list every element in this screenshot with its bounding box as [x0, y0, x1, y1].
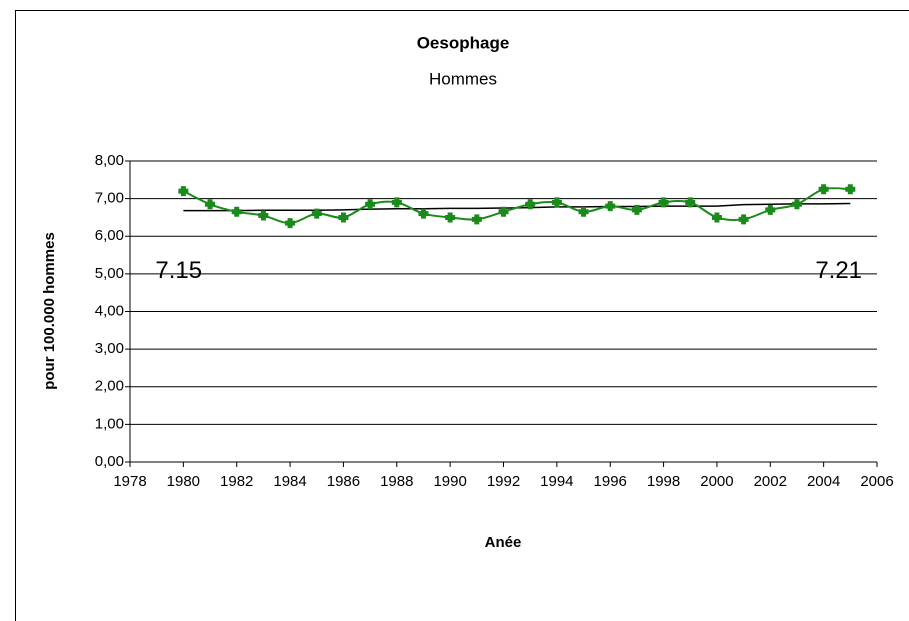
x-tick-label: 2006 [860, 473, 893, 490]
marker [631, 204, 642, 215]
y-tick-label: 7,00 [95, 190, 124, 207]
annotation: 7.21 [815, 257, 862, 284]
marker [525, 199, 536, 210]
y-tick-label: 1,00 [95, 415, 124, 432]
y-tick-label: 8,00 [95, 152, 124, 169]
x-tick-label: 1998 [647, 473, 680, 490]
x-tick-label: 1986 [327, 473, 360, 490]
annotation: 7.15 [155, 257, 202, 284]
marker [845, 184, 856, 195]
marker [551, 197, 562, 208]
y-tick-label: 3,00 [95, 340, 124, 357]
y-axis-label: pour 100.000 hommes [41, 232, 58, 390]
x-tick-label: 1992 [487, 473, 520, 490]
x-tick-label: 1984 [273, 473, 306, 490]
marker [231, 206, 242, 217]
y-tick-label: 6,00 [95, 227, 124, 244]
y-tick-label: 2,00 [95, 378, 124, 395]
marker [285, 218, 296, 229]
x-tick-label: 2000 [700, 473, 733, 490]
x-tick-label: 2002 [754, 473, 787, 490]
marker [311, 208, 322, 219]
marker [258, 210, 269, 221]
x-tick-label: 1988 [380, 473, 413, 490]
marker [445, 212, 456, 223]
marker [205, 199, 216, 210]
series-line [182, 187, 851, 225]
x-tick-label: 1996 [594, 473, 627, 490]
marker [738, 214, 749, 225]
x-tick-label: 2004 [807, 473, 840, 490]
marker [818, 184, 829, 195]
y-tick-label: 5,00 [95, 265, 124, 282]
marker [578, 206, 589, 217]
marker [498, 206, 509, 217]
y-tick-label: 0,00 [95, 453, 124, 470]
marker [685, 197, 696, 208]
marker [178, 186, 189, 197]
x-tick-label: 1978 [113, 473, 146, 490]
x-tick-label: 1980 [167, 473, 200, 490]
marker [418, 208, 429, 219]
marker [711, 212, 722, 223]
marker [605, 201, 616, 212]
x-axis-label: Anée [485, 534, 522, 551]
y-tick-label: 4,00 [95, 302, 124, 319]
x-tick-label: 1994 [540, 473, 573, 490]
marker [365, 199, 376, 210]
marker [791, 199, 802, 210]
marker [471, 214, 482, 225]
frame [15, 10, 909, 621]
marker [765, 204, 776, 215]
chart-subtitle: Hommes [429, 69, 497, 88]
marker [338, 212, 349, 223]
marker [391, 197, 402, 208]
marker [658, 197, 669, 208]
chart-title: Oesophage [417, 33, 510, 52]
x-tick-label: 1982 [220, 473, 253, 490]
x-tick-label: 1990 [433, 473, 466, 490]
